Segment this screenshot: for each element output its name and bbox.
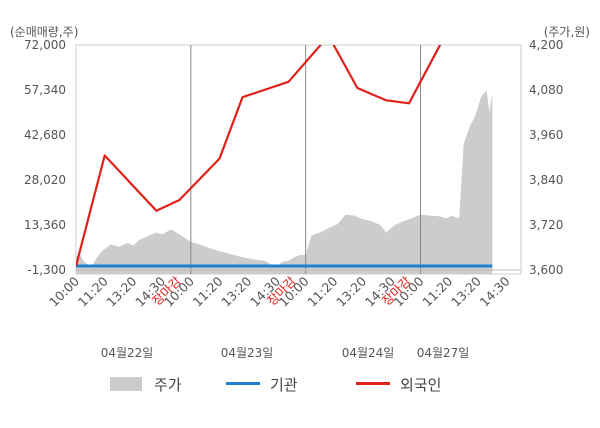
left-tick-label: 72,000 — [24, 38, 66, 52]
time-tick-label: 13:20 — [448, 273, 484, 309]
left-tick-label: 13,360 — [24, 218, 66, 232]
legend-swatch-price — [110, 377, 142, 391]
legend-swatch-foreigner — [356, 382, 390, 385]
time-tick-label: 13:20 — [103, 273, 139, 309]
left-axis-ticks: 72,000 57,340 42,680 28,020 13,360 -1,300 — [24, 38, 66, 277]
series-lines — [76, 45, 493, 268]
left-tick-label: 57,340 — [24, 83, 66, 97]
right-tick-label: 3,600 — [529, 263, 563, 277]
date-label: 04월22일 — [101, 346, 154, 360]
time-tick-label: 13:20 — [333, 273, 369, 309]
date-label: 04월24일 — [342, 346, 395, 360]
legend-label: 주가 — [154, 376, 182, 394]
right-tick-label: 3,720 — [529, 218, 563, 232]
left-tick-label: -1,300 — [27, 263, 66, 277]
time-tick-label: 10:00 — [46, 273, 82, 309]
left-axis-unit: (순매매량,주) — [10, 25, 78, 39]
left-tick-label: 28,020 — [24, 173, 66, 187]
time-tick-label: 14:30 — [477, 273, 513, 309]
date-label: 04월27일 — [417, 346, 470, 360]
time-tick-label: 11:20 — [419, 273, 455, 309]
right-tick-label: 3,960 — [529, 128, 563, 142]
legend-label: 외국인 — [400, 376, 441, 394]
right-tick-label: 4,200 — [529, 38, 563, 52]
price-area-layer — [76, 90, 493, 274]
right-axis-ticks: 4,200 4,080 3,960 3,840 3,720 3,600 — [529, 38, 563, 277]
right-tick-label: 3,840 — [529, 173, 563, 187]
time-axis-ticks: 10:0011:2013:2014:30장마감10:0011:2013:2014… — [46, 273, 513, 309]
right-tick-label: 4,080 — [529, 83, 563, 97]
time-tick-label: 13:20 — [218, 273, 254, 309]
legend-swatch-institution — [226, 382, 260, 385]
legend-label: 기관 — [270, 376, 298, 394]
left-tick-label: 42,680 — [24, 128, 66, 142]
right-axis-unit: (주가,원) — [544, 25, 590, 39]
time-tick-label: 11:20 — [190, 273, 226, 309]
time-tick-label: 11:20 — [304, 273, 340, 309]
gridlines — [76, 45, 521, 274]
series-line-foreigner — [76, 45, 442, 267]
date-label: 04월23일 — [221, 346, 274, 360]
time-tick-label: 11:20 — [75, 273, 111, 309]
date-labels: 04월22일 04월23일 04월24일 04월27일 — [101, 346, 470, 360]
series-area-price — [76, 90, 493, 274]
chart-legend: 주가 기관 외국인 — [110, 376, 441, 394]
